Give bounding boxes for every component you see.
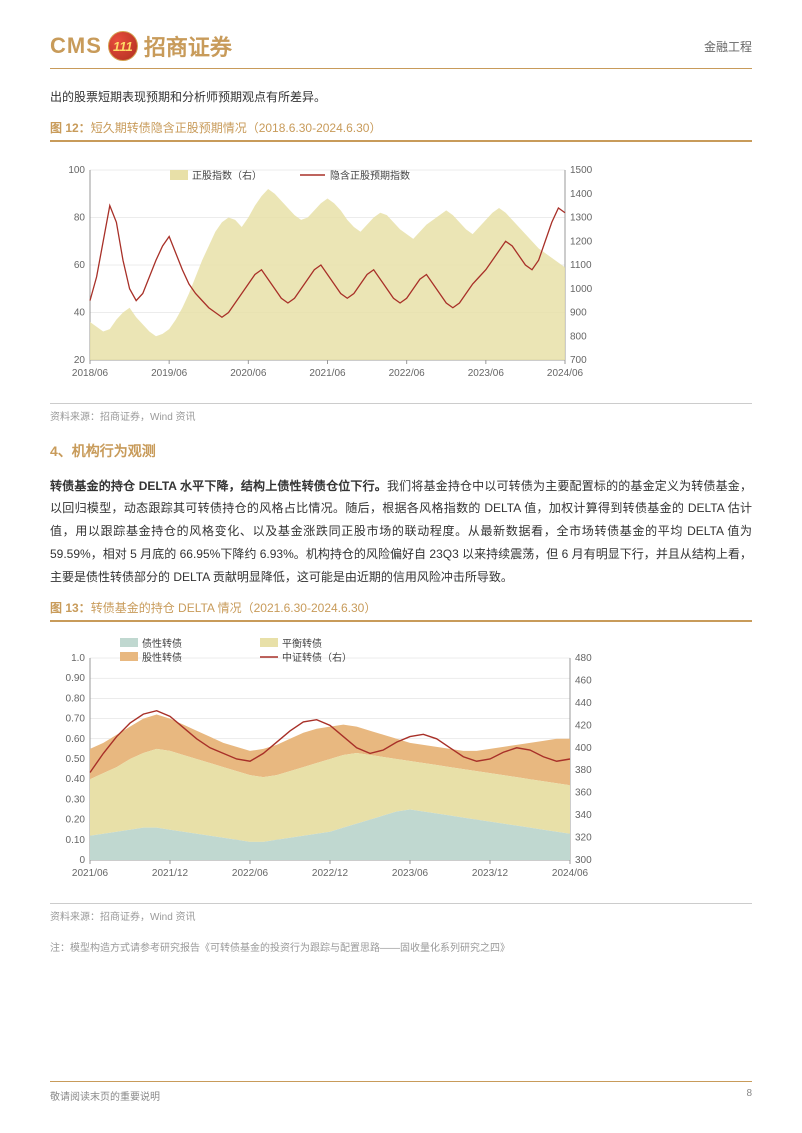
svg-text:460: 460	[575, 675, 592, 686]
svg-text:440: 440	[575, 697, 592, 708]
logo-area: CMS 111 招商证券	[50, 30, 232, 62]
svg-text:0.70: 0.70	[66, 713, 86, 724]
fig12-source: 资料来源：招商证券，Wind 资讯	[50, 408, 752, 423]
svg-text:2022/06: 2022/06	[232, 868, 269, 879]
svg-text:1500: 1500	[570, 165, 593, 176]
svg-text:800: 800	[570, 331, 587, 342]
svg-text:900: 900	[570, 307, 587, 318]
logo-icon: 111	[108, 31, 138, 61]
svg-text:0.10: 0.10	[66, 834, 86, 845]
intro-paragraph: 出的股票短期表现预期和分析师预期观点有所差异。	[50, 87, 752, 109]
section4-rest: 我们将基金持仓中以可转债为主要配置标的的基金定义为转债基金，以回归模型，动态跟踪…	[50, 479, 752, 584]
svg-text:1400: 1400	[570, 188, 593, 199]
svg-text:2023/06: 2023/06	[392, 868, 429, 879]
svg-text:380: 380	[575, 765, 592, 776]
svg-text:正股指数（右）: 正股指数（右）	[192, 169, 262, 182]
section4-title: 4、机构行为观测	[50, 441, 752, 461]
svg-text:1300: 1300	[570, 212, 593, 223]
svg-text:320: 320	[575, 832, 592, 843]
svg-text:0.90: 0.90	[66, 673, 86, 684]
svg-text:2021/12: 2021/12	[152, 868, 189, 879]
company-name: 招商证券	[144, 30, 232, 62]
svg-text:0.30: 0.30	[66, 794, 86, 805]
svg-text:0.40: 0.40	[66, 774, 86, 785]
fig12-chart: 20 40 60 80 100 700 800 900 1000 1100 1200 1300 1400…	[50, 140, 752, 404]
fig13-prefix: 图 13：	[50, 601, 91, 615]
svg-text:60: 60	[74, 260, 86, 271]
fig13-source: 资料来源：招商证券，Wind 资讯	[50, 908, 752, 923]
fig13-note: 注：模型构造方式请参考研究报告《可转债基金的投资行为跟踪与配置思路——固收量化系…	[50, 941, 752, 956]
svg-text:340: 340	[575, 810, 592, 821]
svg-text:1.0: 1.0	[71, 653, 85, 664]
svg-text:2023/12: 2023/12	[472, 868, 509, 879]
svg-text:0.60: 0.60	[66, 733, 86, 744]
svg-text:2023/06: 2023/06	[468, 368, 505, 379]
svg-text:2022/06: 2022/06	[389, 368, 426, 379]
fig13-chart: 0 0.10 0.20 0.30 0.40 0.50 0.60 0.70 0.80 0.90 1.0…	[50, 620, 752, 904]
svg-text:300: 300	[575, 855, 592, 866]
svg-text:2022/12: 2022/12	[312, 868, 349, 879]
section4-bold: 转债基金的持仓 DELTA 水平下降，结构上债性转债仓位下行。	[50, 479, 387, 493]
fig12-caption: 短久期转债隐含正股预期情况（2018.6.30-2024.6.30）	[91, 121, 382, 135]
page-footer: 敬请阅读末页的重要说明 8	[50, 1081, 752, 1103]
doc-category: 金融工程	[704, 38, 752, 55]
svg-text:80: 80	[74, 212, 86, 223]
svg-text:股性转债: 股性转债	[142, 651, 182, 664]
svg-text:360: 360	[575, 787, 592, 798]
svg-text:1200: 1200	[570, 236, 593, 247]
fig13-title: 图 13：转债基金的持仓 DELTA 情况（2021.6.30-2024.6.3…	[50, 599, 752, 616]
svg-text:2021/06: 2021/06	[309, 368, 346, 379]
footer-left: 敬请阅读末页的重要说明	[50, 1088, 160, 1103]
svg-text:2020/06: 2020/06	[230, 368, 267, 379]
page-number: 8	[746, 1088, 752, 1103]
svg-text:中证转债（右）: 中证转债（右）	[282, 651, 352, 664]
svg-text:400: 400	[575, 742, 592, 753]
svg-text:420: 420	[575, 720, 592, 731]
fig13-svg: 0 0.10 0.20 0.30 0.40 0.50 0.60 0.70 0.80 0.90 1.0…	[50, 630, 610, 890]
svg-text:0.50: 0.50	[66, 754, 86, 765]
svg-text:40: 40	[74, 307, 86, 318]
svg-text:2024/06: 2024/06	[552, 868, 589, 879]
page-header: CMS 111 招商证券 金融工程	[50, 30, 752, 69]
svg-text:平衡转债: 平衡转债	[282, 637, 322, 650]
svg-text:20: 20	[74, 355, 86, 366]
svg-text:2018/06: 2018/06	[72, 368, 109, 379]
svg-text:隐含正股预期指数: 隐含正股预期指数	[330, 169, 410, 182]
section4-paragraph: 转债基金的持仓 DELTA 水平下降，结构上债性转债仓位下行。我们将基金持仓中以…	[50, 475, 752, 589]
svg-text:2024/06: 2024/06	[547, 368, 584, 379]
fig12-svg: 20 40 60 80 100 700 800 900 1000 1100 1200 1300 1400…	[50, 150, 610, 390]
svg-text:2019/06: 2019/06	[151, 368, 188, 379]
fig13-caption: 转债基金的持仓 DELTA 情况（2021.6.30-2024.6.30）	[91, 601, 377, 615]
svg-text:700: 700	[570, 355, 587, 366]
svg-text:1100: 1100	[570, 260, 592, 271]
fig12-prefix: 图 12：	[50, 121, 91, 135]
fig12-title: 图 12：短久期转债隐含正股预期情况（2018.6.30-2024.6.30）	[50, 119, 752, 136]
svg-text:债性转债: 债性转债	[142, 637, 182, 650]
svg-text:1000: 1000	[570, 283, 593, 294]
cms-logo-text: CMS	[50, 33, 102, 59]
svg-text:0: 0	[79, 855, 85, 866]
svg-text:0.20: 0.20	[66, 814, 86, 825]
svg-text:100: 100	[68, 165, 85, 176]
svg-text:0.80: 0.80	[66, 693, 86, 704]
svg-text:2021/06: 2021/06	[72, 868, 109, 879]
svg-text:480: 480	[575, 653, 592, 664]
